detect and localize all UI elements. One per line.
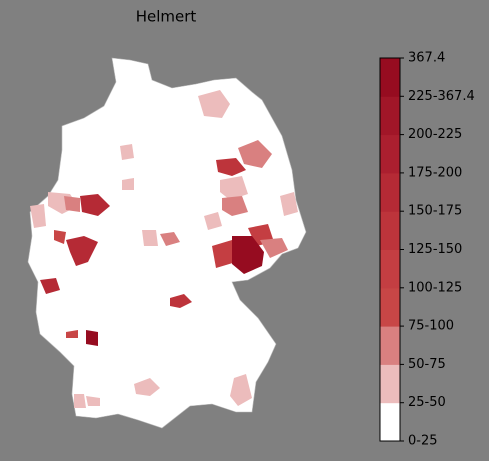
region (120, 144, 134, 160)
colorbar-label: 100-125 (408, 280, 462, 295)
colorbar-label: 225-367.4 (408, 89, 475, 104)
colorbar-label: 125-150 (408, 242, 462, 257)
colorbar-segment (380, 211, 400, 250)
region (30, 204, 46, 228)
colorbar-label: 150-175 (408, 204, 462, 219)
colorbar-label: 50-75 (408, 357, 446, 372)
colorbar-segment (380, 96, 400, 136)
colorbar-segment (380, 402, 400, 442)
region (198, 90, 230, 118)
colorbar-segment (380, 364, 400, 404)
region (160, 232, 180, 246)
region (238, 140, 272, 168)
region (222, 196, 248, 216)
germany-map (27, 57, 307, 429)
colorbar-label: 200-225 (408, 127, 462, 142)
colorbar-label: 75-100 (408, 319, 454, 334)
region (54, 230, 66, 244)
colorbar-segment (380, 172, 400, 212)
region (134, 378, 160, 396)
region (212, 240, 236, 268)
region (122, 178, 134, 190)
colorbar: 0-25 25-50 50-75 75-100 100-125 125-150 150-17… (379, 51, 475, 449)
region (64, 196, 80, 212)
region (204, 212, 222, 230)
region (40, 278, 60, 294)
colorbar-label: 0-25 (408, 434, 438, 449)
region (86, 396, 100, 406)
colorbar-segment (380, 58, 400, 97)
colorbar-segment (380, 287, 400, 327)
colorbar-segment (380, 134, 400, 174)
region (170, 294, 192, 308)
region (216, 158, 246, 176)
colorbar-label: 25-50 (408, 395, 446, 410)
region (80, 194, 110, 216)
region (232, 236, 264, 274)
colorbar-segment (380, 249, 400, 289)
region (220, 176, 248, 200)
region (280, 192, 298, 216)
region (260, 238, 288, 258)
region (86, 330, 98, 346)
region (142, 230, 158, 246)
colorbar-segment (380, 326, 400, 365)
region (66, 330, 78, 338)
map-title: Helmert (136, 8, 197, 26)
colorbar-label: 367.4 (408, 51, 445, 66)
region (230, 374, 252, 406)
colorbar-label: 175-200 (408, 165, 462, 180)
region (74, 394, 86, 408)
region (66, 236, 98, 266)
